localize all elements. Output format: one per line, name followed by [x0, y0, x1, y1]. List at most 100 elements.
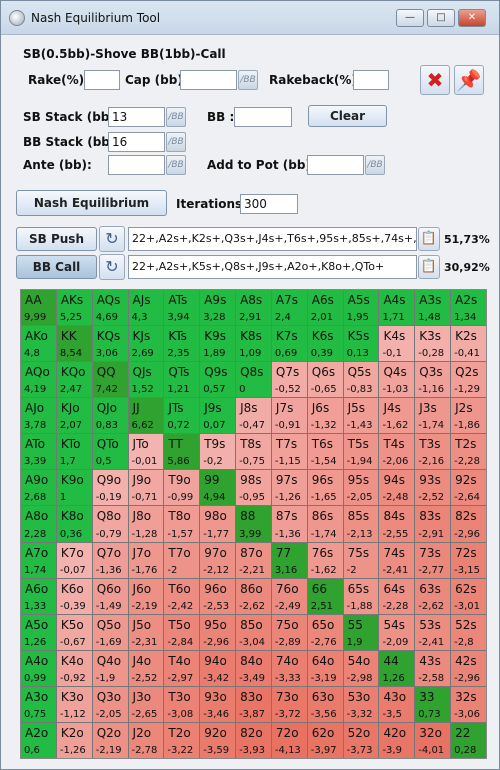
hand-cell[interactable]: Q4s -1,03	[379, 362, 415, 398]
hand-cell[interactable]: J9o -0,71	[128, 470, 164, 506]
hand-cell[interactable]: 93o -3,46	[200, 686, 236, 722]
hand-cell[interactable]: 84s -2,55	[379, 506, 415, 542]
cap-input[interactable]	[180, 70, 237, 90]
hand-cell[interactable]: 75s -2	[343, 542, 379, 578]
hand-cell[interactable]: A2s 1,34	[451, 290, 486, 326]
hand-cell[interactable]: T8s -0,75	[236, 434, 271, 470]
hand-cell[interactable]: T6s -1,54	[307, 434, 343, 470]
hand-cell[interactable]: T7s -1,15	[271, 434, 307, 470]
hand-cell[interactable]: A3s 1,48	[415, 290, 451, 326]
hand-cell[interactable]: Q5o -1,69	[92, 614, 128, 650]
hand-cell[interactable]: K9s 1,89	[200, 326, 236, 362]
hand-cell[interactable]: 64o -3,19	[307, 650, 343, 686]
hand-cell[interactable]: A2o 0,6	[21, 722, 56, 758]
hand-cell[interactable]: 96s -1,65	[307, 470, 343, 506]
hand-cell[interactable]: 94s -2,48	[379, 470, 415, 506]
hand-cell[interactable]: K3o -1,12	[56, 686, 92, 722]
hand-cell[interactable]: Q6o -1,49	[92, 578, 128, 614]
hand-cell[interactable]: QJo 0,83	[92, 398, 128, 434]
hand-cell[interactable]: ATo 3,39	[21, 434, 56, 470]
hand-cell[interactable]: AA 9,99	[21, 290, 56, 326]
hand-cell[interactable]: 52s -2,8	[451, 614, 486, 650]
hand-cell[interactable]: K7s 0,69	[271, 326, 307, 362]
hand-cell[interactable]: T4o -2,97	[164, 650, 200, 686]
sb-push-range-field[interactable]: 22+,A2s+,K2s+,Q3s+,J4s+,T6s+,95s+,85s+,7…	[128, 227, 417, 251]
hand-cell[interactable]: 73o -3,72	[271, 686, 307, 722]
hand-cell[interactable]: K8s 1,09	[236, 326, 271, 362]
add-to-pot-input[interactable]	[307, 155, 364, 175]
hand-cell[interactable]: J6o -2,19	[128, 578, 164, 614]
close-window-button[interactable]: ✕	[458, 9, 486, 27]
hand-cell[interactable]: 82o -3,93	[236, 722, 271, 758]
hand-cell[interactable]: 95s -2,05	[343, 470, 379, 506]
hand-cell[interactable]: 44 1,26	[379, 650, 415, 686]
hand-cell[interactable]: 55 1,9	[343, 614, 379, 650]
hand-cell[interactable]: K5o -0,67	[56, 614, 92, 650]
hand-cell[interactable]: AQs 4,69	[92, 290, 128, 326]
hand-cell[interactable]: 54s -2,09	[379, 614, 415, 650]
hand-cell[interactable]: KJo 2,07	[56, 398, 92, 434]
hand-cell[interactable]: JTs 0,72	[164, 398, 200, 434]
hand-cell[interactable]: K6o -0,39	[56, 578, 92, 614]
hand-cell[interactable]: 97o -2,12	[200, 542, 236, 578]
hand-cell[interactable]: AKs 5,25	[56, 290, 92, 326]
cap-bb-button[interactable]: /BB	[238, 70, 258, 90]
sb-push-button[interactable]: SB Push	[16, 227, 97, 251]
hand-cell[interactable]: Q9o -0,19	[92, 470, 128, 506]
clear-button[interactable]: Clear	[308, 105, 387, 127]
hand-cell[interactable]: J8s -0,47	[236, 398, 271, 434]
hand-cell[interactable]: 87s -1,36	[271, 506, 307, 542]
hand-cell[interactable]: A4o 0,99	[21, 650, 56, 686]
hand-cell[interactable]: T3o -3,08	[164, 686, 200, 722]
hand-cell[interactable]: 95o -2,96	[200, 614, 236, 650]
hand-cell[interactable]: 83o -3,87	[236, 686, 271, 722]
hand-cell[interactable]: T2o -3,22	[164, 722, 200, 758]
hand-cell[interactable]: 74o -3,33	[271, 650, 307, 686]
hand-cell[interactable]: A9s 3,28	[200, 290, 236, 326]
hand-cell[interactable]: 64s -2,28	[379, 578, 415, 614]
hand-cell[interactable]: Q6s -0,65	[307, 362, 343, 398]
hand-cell[interactable]: 63o -3,56	[307, 686, 343, 722]
hand-cell[interactable]: ATs 3,94	[164, 290, 200, 326]
hand-cell[interactable]: 65o -2,76	[307, 614, 343, 650]
hand-cell[interactable]: Q9s 0,57	[200, 362, 236, 398]
hand-cell[interactable]: Q2o -2,19	[92, 722, 128, 758]
hand-cell[interactable]: Q2s -1,29	[451, 362, 486, 398]
hand-cell[interactable]: 54o -2,98	[343, 650, 379, 686]
hand-cell[interactable]: T9o -0,99	[164, 470, 200, 506]
hand-cell[interactable]: QTs 1,21	[164, 362, 200, 398]
bb-call-button[interactable]: BB Call	[16, 255, 97, 279]
hand-cell[interactable]: 83s -2,91	[415, 506, 451, 542]
hand-cell[interactable]: J3s -1,74	[415, 398, 451, 434]
minimize-button[interactable]: —	[396, 9, 424, 27]
hand-cell[interactable]: AJs 4,3	[128, 290, 164, 326]
hand-cell[interactable]: K2s -0,41	[451, 326, 486, 362]
hand-cell[interactable]: T8o -1,57	[164, 506, 200, 542]
hand-cell[interactable]: 94o -3,42	[200, 650, 236, 686]
hand-cell[interactable]: 87o -2,21	[236, 542, 271, 578]
hand-cell[interactable]: T7o -2	[164, 542, 200, 578]
hand-cell[interactable]: K6s 0,39	[307, 326, 343, 362]
hand-cell[interactable]: 84o -3,49	[236, 650, 271, 686]
hand-cell[interactable]: 53s -2,41	[415, 614, 451, 650]
hand-cell[interactable]: 92o -3,59	[200, 722, 236, 758]
hand-cell[interactable]: 99 4,94	[200, 470, 236, 506]
hand-cell[interactable]: KTo 1,7	[56, 434, 92, 470]
hand-cell[interactable]: A6s 2,01	[307, 290, 343, 326]
hand-cell[interactable]: AKo 4,8	[21, 326, 56, 362]
hand-cell[interactable]: K2o -1,26	[56, 722, 92, 758]
hand-cell[interactable]: 85s -2,13	[343, 506, 379, 542]
bb-stack-bb-button[interactable]: /BB	[166, 132, 186, 152]
hand-cell[interactable]: 32s -3,06	[451, 686, 486, 722]
maximize-button[interactable]: □	[427, 9, 455, 27]
sb-stack-bb-button[interactable]: /BB	[166, 107, 186, 127]
hand-cell[interactable]: 52o -3,73	[343, 722, 379, 758]
hand-cell[interactable]: AJo 3,78	[21, 398, 56, 434]
hand-cell[interactable]: 77 3,16	[271, 542, 307, 578]
hand-cell[interactable]: T4s -2,06	[379, 434, 415, 470]
hand-cell[interactable]: J5s -1,43	[343, 398, 379, 434]
hand-cell[interactable]: 33 0,73	[415, 686, 451, 722]
hand-cell[interactable]: 62o -3,97	[307, 722, 343, 758]
hand-cell[interactable]: 63s -2,62	[415, 578, 451, 614]
hand-cell[interactable]: T5s -1,94	[343, 434, 379, 470]
